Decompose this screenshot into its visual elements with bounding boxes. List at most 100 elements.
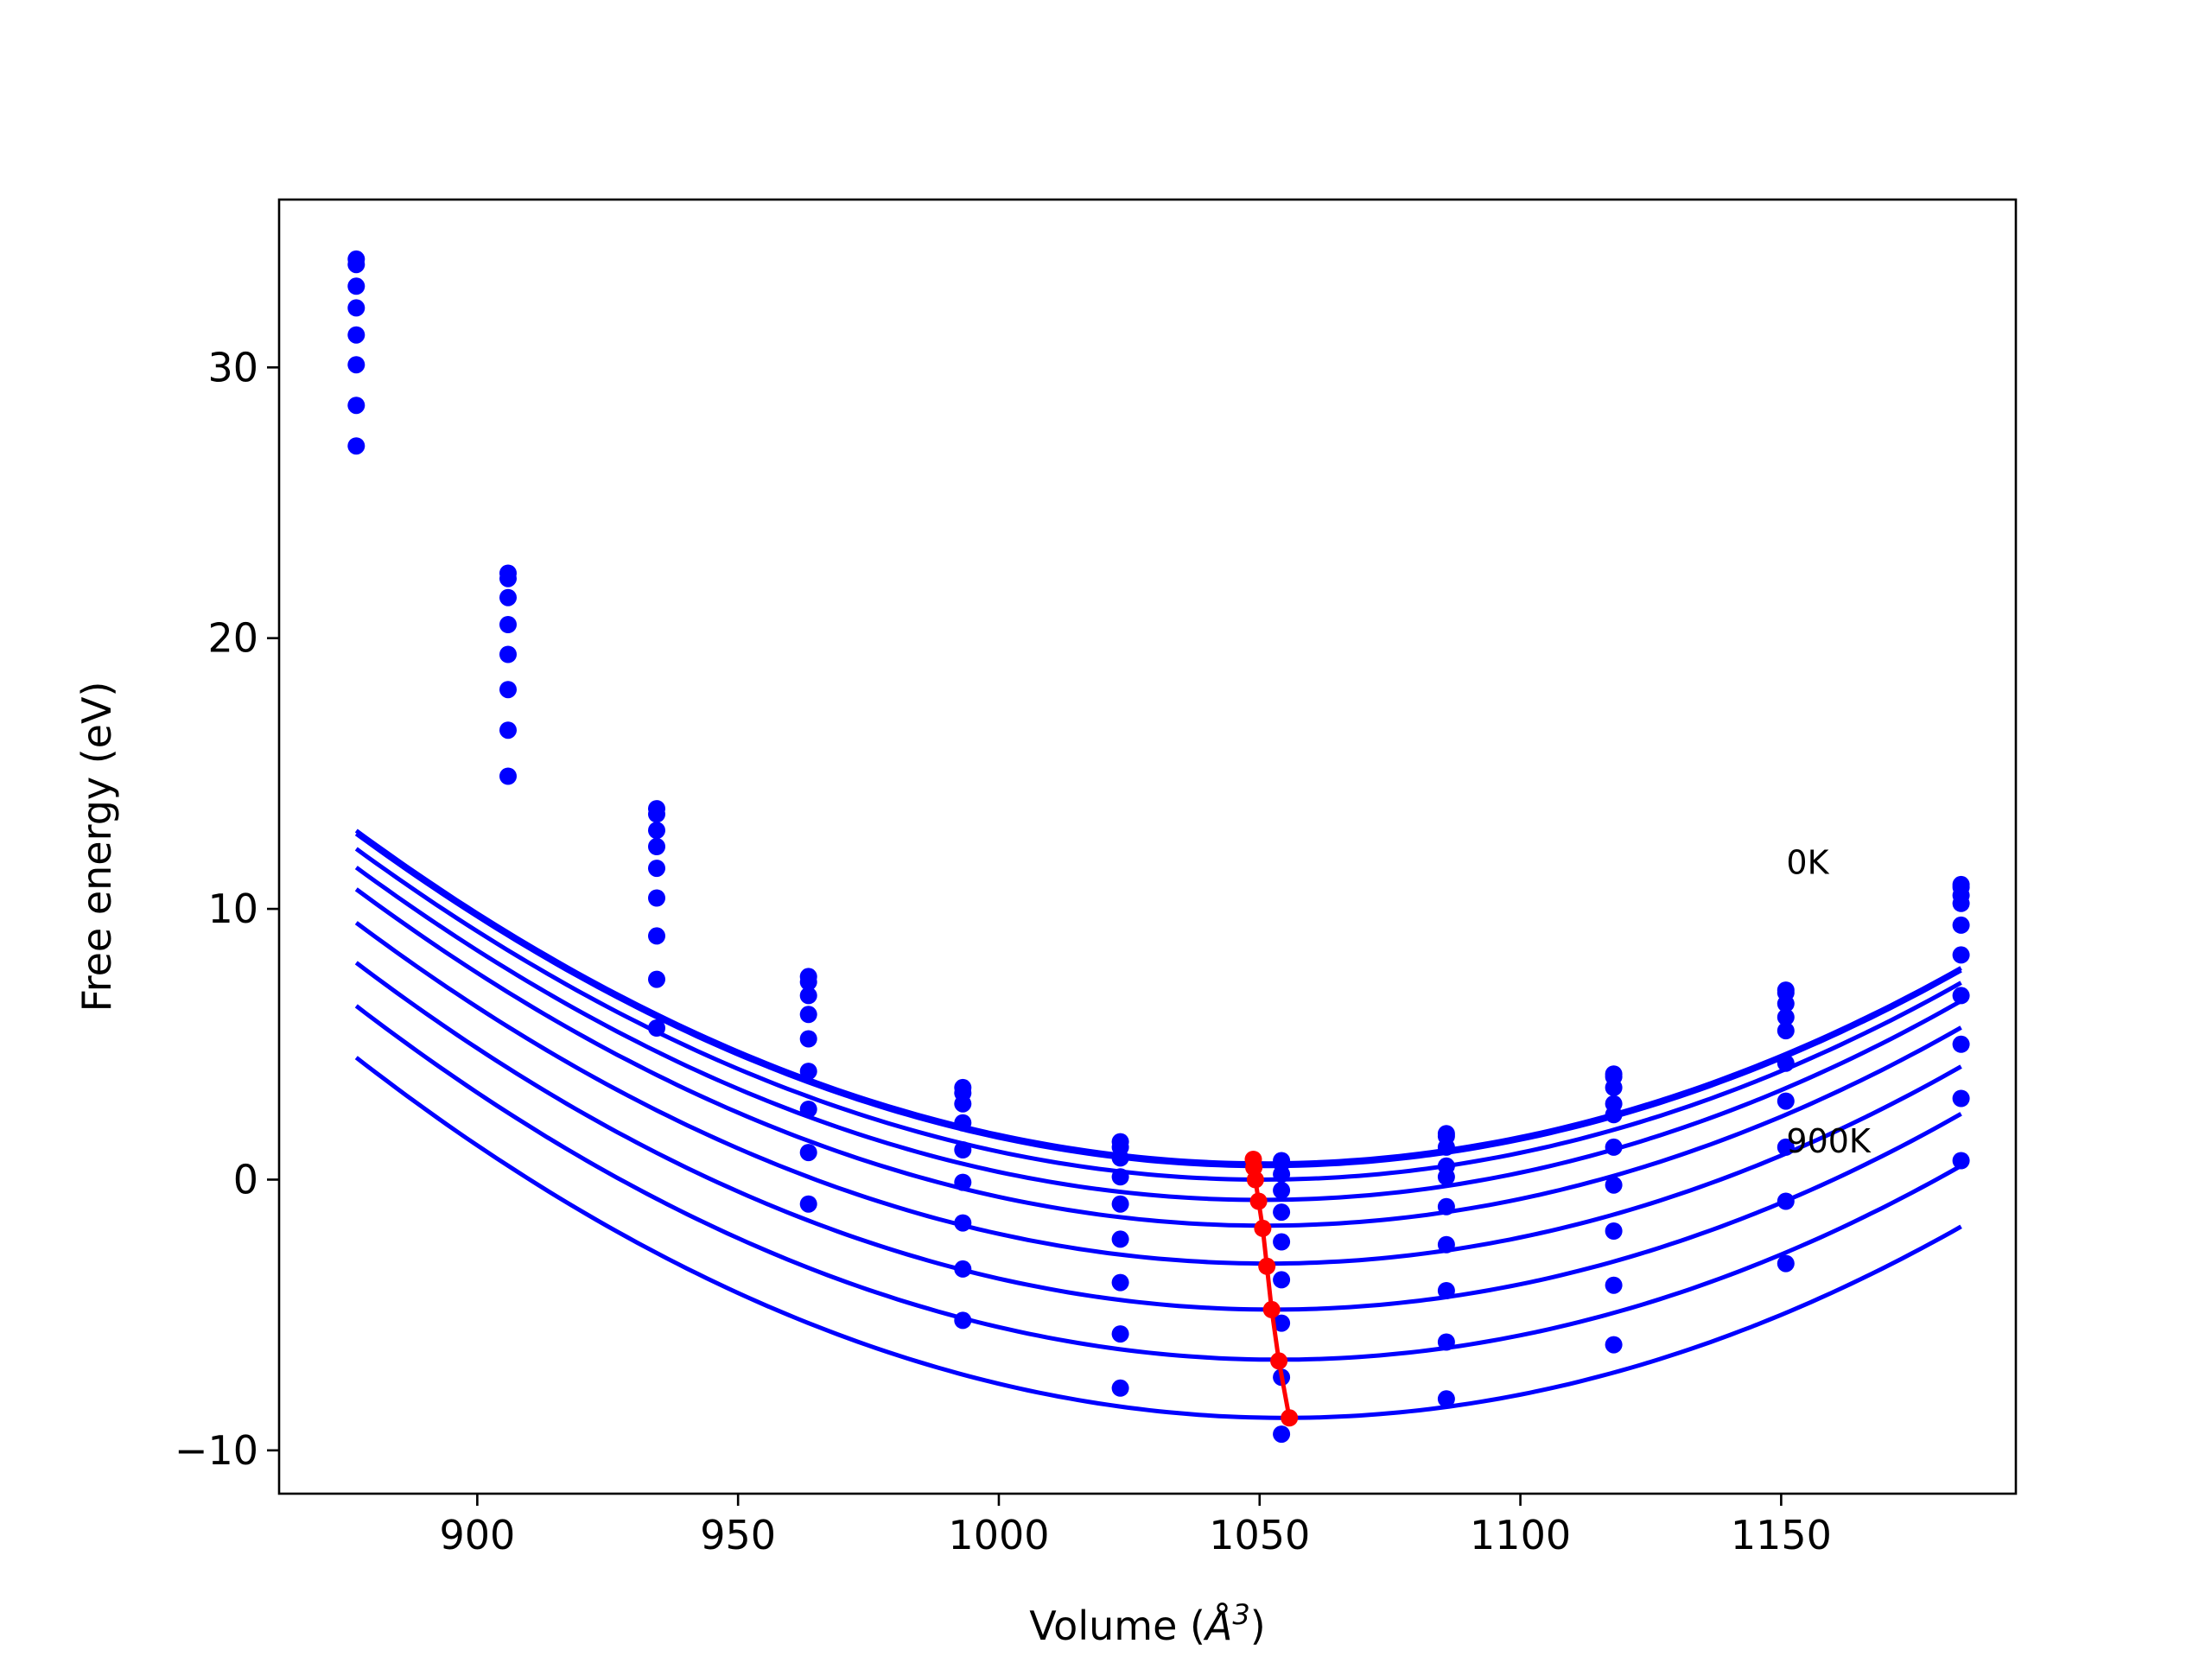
data-point <box>1952 1152 1970 1170</box>
data-point <box>1273 1271 1291 1289</box>
data-point <box>1273 1182 1291 1199</box>
data-point <box>1437 1138 1455 1156</box>
data-point <box>347 356 365 374</box>
data-point <box>648 838 665 855</box>
data-point <box>1605 1336 1623 1354</box>
data-point <box>1777 1138 1795 1156</box>
minima-point <box>1262 1300 1281 1318</box>
fit-curve-2 <box>354 847 1962 1183</box>
x-tick-label: 1000 <box>948 1512 1049 1558</box>
data-point <box>1437 1282 1455 1299</box>
x-axis-label-main: Volume ( <box>1029 1603 1205 1649</box>
fit-curve-1 <box>354 832 1962 1169</box>
x-tick-label: 1100 <box>1470 1512 1571 1558</box>
data-point <box>1777 1008 1795 1026</box>
x-tick-label: 900 <box>439 1512 515 1558</box>
y-tick-label: −10 <box>175 1427 258 1474</box>
data-point <box>499 721 517 739</box>
data-point <box>1605 1176 1623 1194</box>
data-point <box>1437 1390 1455 1408</box>
minima-point <box>1246 1171 1264 1189</box>
data-point <box>1273 1203 1291 1222</box>
data-point <box>648 805 665 823</box>
data-point <box>648 822 665 840</box>
data-point <box>347 397 365 415</box>
data-point <box>799 1030 817 1048</box>
minima-point <box>1249 1192 1268 1210</box>
data-point <box>954 1095 972 1113</box>
data-point <box>1952 1035 1970 1053</box>
data-point <box>499 645 517 663</box>
data-point <box>499 681 517 699</box>
data-point <box>648 927 665 945</box>
x-tick-label: 1150 <box>1731 1512 1832 1558</box>
data-point <box>1777 994 1795 1012</box>
data-point <box>347 277 365 295</box>
plot-area <box>347 250 1970 1444</box>
data-point <box>499 616 517 633</box>
data-point <box>1437 1197 1455 1216</box>
data-point <box>648 1019 665 1037</box>
data-point <box>648 860 665 878</box>
data-point <box>1605 1276 1623 1294</box>
y-tick-label: 10 <box>207 885 258 932</box>
data-point <box>347 437 365 455</box>
data-point <box>954 1260 972 1278</box>
y-tick-label: 0 <box>233 1156 258 1203</box>
minima-point <box>1258 1257 1276 1275</box>
data-point <box>954 1114 972 1132</box>
data-point <box>799 1063 817 1081</box>
data-point <box>499 767 517 785</box>
x-axis-label-superscript: 3 <box>1232 1598 1249 1631</box>
data-point <box>499 588 517 606</box>
minima-point <box>1270 1352 1288 1370</box>
data-point <box>1952 987 1970 1005</box>
data-point <box>1111 1273 1129 1292</box>
annotations: 0K 900K <box>1786 843 1872 1160</box>
data-point <box>954 1311 972 1330</box>
data-point <box>1273 1314 1291 1332</box>
minima-point <box>1281 1409 1299 1427</box>
data-point <box>347 326 365 344</box>
data-point <box>954 1173 972 1191</box>
data-point <box>1437 1168 1455 1186</box>
data-point <box>1273 1165 1291 1184</box>
data-point <box>799 987 817 1005</box>
axes-frame <box>277 198 2018 1495</box>
data-point <box>1777 1054 1795 1072</box>
data-point <box>1605 1106 1623 1124</box>
data-point <box>1111 1379 1129 1397</box>
data-point <box>1111 1149 1129 1167</box>
data-point <box>1605 1222 1623 1240</box>
data-point <box>1952 894 1970 912</box>
data-point <box>1777 1022 1795 1040</box>
data-point <box>799 1101 817 1118</box>
data-point <box>1111 1325 1129 1343</box>
data-point <box>1437 1235 1455 1254</box>
x-axis-label-close: ) <box>1250 1603 1266 1649</box>
data-point <box>1952 946 1970 964</box>
data-point <box>1952 1089 1970 1108</box>
data-point <box>799 1144 817 1162</box>
data-point <box>1605 1078 1623 1096</box>
x-tick-label: 950 <box>700 1512 776 1558</box>
data-point <box>1111 1168 1129 1186</box>
data-point <box>1605 1138 1623 1156</box>
x-axis-label-symbol: Å <box>1203 1603 1232 1649</box>
x-tick-label: 1050 <box>1209 1512 1310 1558</box>
temperature-annotation: 0K <box>1786 843 1829 881</box>
data-point <box>799 1006 817 1024</box>
data-point <box>1437 1333 1455 1351</box>
data-point <box>799 1195 817 1213</box>
fit-curve-4 <box>354 887 1962 1228</box>
data-point <box>1777 1192 1795 1210</box>
data-point <box>954 1141 972 1158</box>
data-point <box>648 970 665 988</box>
minima-point <box>1254 1219 1272 1237</box>
y-tick-label: 30 <box>207 344 258 390</box>
data-point <box>1273 1425 1291 1444</box>
y-tick-label: 20 <box>207 615 258 662</box>
